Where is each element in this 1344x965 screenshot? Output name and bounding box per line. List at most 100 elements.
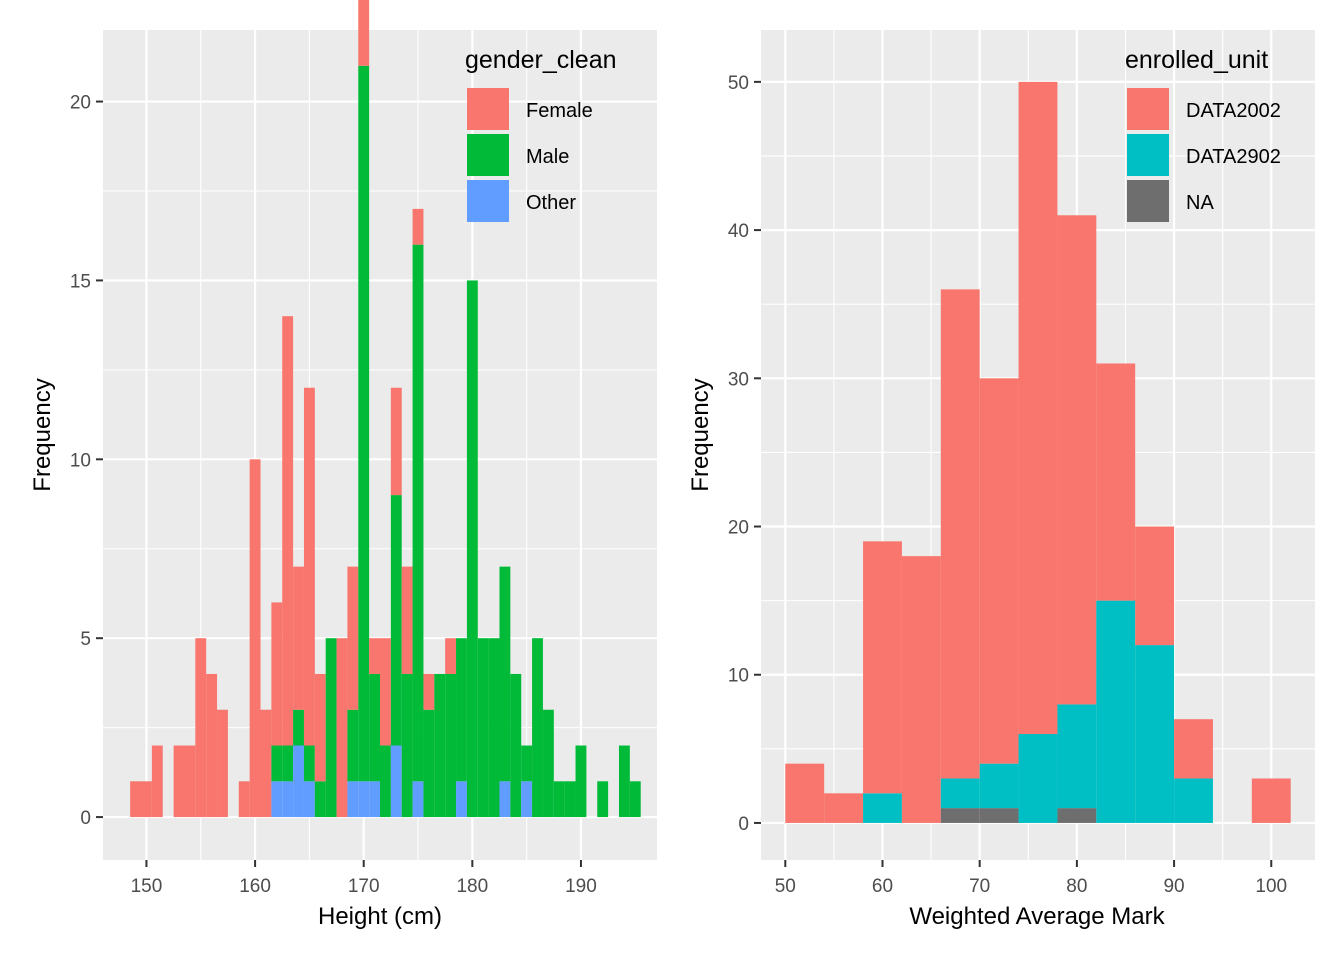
histogram-bar-female — [141, 781, 152, 818]
histogram-bar-data2002 — [785, 763, 825, 823]
y-tick-label: 0 — [738, 814, 749, 835]
histogram-bar-female — [303, 387, 315, 746]
legend: enrolled_unit DATA2002 DATA2902 NA — [1125, 46, 1281, 222]
histogram-bar-data2902 — [1096, 600, 1136, 823]
histogram-bar-male — [423, 709, 435, 818]
y-tick-label: 10 — [728, 666, 749, 687]
histogram-bar-other — [390, 745, 402, 818]
legend-key-male — [467, 134, 509, 176]
histogram-bar-male — [532, 638, 543, 818]
histogram-bar-data2902 — [1174, 778, 1213, 823]
histogram-bar-data2902 — [1018, 734, 1058, 823]
histogram-bar-male — [629, 781, 641, 818]
histogram-bar-female — [380, 638, 391, 746]
chart-panel-2: 50 60 70 80 90 100 0 10 20 30 40 50 Weighted Average… — [687, 30, 1315, 930]
histogram-bar-male — [445, 673, 457, 818]
histogram-bar-male — [303, 745, 315, 782]
x-tick-label: 170 — [348, 876, 380, 897]
histogram-bar-data2002 — [1251, 778, 1291, 823]
y-tick-label: 0 — [80, 808, 91, 829]
y-tick-label: 20 — [70, 93, 91, 114]
histogram-bar-other — [412, 781, 424, 818]
histogram-bar-na — [940, 808, 980, 823]
histogram-bar-data2002 — [979, 378, 1019, 764]
x-tick-label: 70 — [969, 876, 990, 897]
legend-label: NA — [1186, 192, 1214, 214]
histogram-bar-male — [597, 781, 609, 818]
histogram-bar-female — [314, 673, 326, 782]
x-tick-label: 160 — [239, 876, 271, 897]
histogram-bar-female — [347, 566, 359, 710]
histogram-bar-male — [358, 65, 370, 782]
legend-key-other — [467, 180, 509, 222]
histogram-bar-female — [260, 709, 272, 818]
x-tick-label: 80 — [1066, 876, 1087, 897]
histogram-bar-male — [542, 709, 554, 818]
x-tick-label: 50 — [775, 876, 796, 897]
histogram-bar-other — [282, 781, 294, 818]
histogram-bar-male — [325, 638, 337, 818]
histogram-bar-female — [173, 745, 185, 818]
histogram-bar-data2902 — [1135, 645, 1175, 823]
y-tick-label: 20 — [728, 518, 749, 539]
histogram-bar-data2002 — [940, 289, 980, 779]
x-tick-label: 150 — [131, 876, 163, 897]
histogram-bar-data2902 — [863, 793, 902, 823]
histogram-bar-data2002 — [1018, 81, 1058, 735]
histogram-bar-male — [477, 638, 489, 818]
histogram-bar-female — [206, 673, 218, 818]
histogram-bar-male — [564, 781, 576, 818]
histogram-bar-female — [217, 709, 228, 818]
chart-panel-1: 150 160 170 180 190 0 5 10 15 20 Height (cm) Freque… — [29, 0, 657, 930]
histogram-bar-other — [347, 781, 359, 818]
histogram-bar-female — [369, 638, 380, 674]
histogram-bar-female — [445, 638, 457, 674]
legend-label: DATA2902 — [1186, 146, 1281, 168]
histogram-bar-male — [488, 638, 500, 818]
histogram-bar-data2002 — [1057, 215, 1097, 705]
histogram-bar-data2002 — [1135, 526, 1175, 646]
histogram-bar-male — [314, 781, 326, 818]
histogram-bar-female — [282, 316, 294, 746]
histogram-bar-other — [499, 781, 511, 818]
histogram-bar-na — [1057, 808, 1097, 823]
y-axis-title: Frequency — [687, 378, 714, 491]
histogram-bar-female — [336, 638, 348, 818]
y-tick-label: 10 — [70, 450, 91, 471]
histogram-bar-other — [293, 745, 304, 818]
histogram-bar-data2902 — [940, 778, 980, 809]
x-tick-label: 60 — [872, 876, 893, 897]
legend-label: Male — [526, 146, 569, 168]
histogram-bar-male — [271, 745, 283, 782]
legend-label: DATA2002 — [1186, 100, 1281, 122]
legend-key-data2902 — [1127, 134, 1169, 176]
histogram-bar-female — [184, 745, 196, 818]
histogram-bar-female — [249, 459, 261, 818]
histogram-bar-data2002 — [901, 556, 941, 823]
legend: gender_clean Female Male Other — [465, 46, 617, 222]
histogram-bar-male — [521, 745, 533, 782]
histogram-bar-female — [293, 566, 304, 710]
histogram-bar-data2002 — [1096, 363, 1136, 601]
histogram-bar-female — [401, 566, 413, 674]
histogram-bar-male — [499, 566, 511, 782]
legend-label: Female — [526, 100, 593, 122]
y-axis-title: Frequency — [29, 378, 56, 491]
histogram-bar-female — [412, 208, 424, 245]
histogram-bar-female — [271, 602, 283, 746]
legend-title: enrolled_unit — [1125, 46, 1268, 74]
histogram-bar-female — [423, 673, 435, 710]
x-tick-label: 190 — [565, 876, 597, 897]
histogram-bar-other — [358, 781, 370, 818]
histogram-bar-other — [369, 781, 380, 818]
histogram-bar-female — [390, 387, 402, 496]
histogram-bar-female — [151, 745, 163, 818]
histogram-bar-male — [293, 709, 304, 746]
histogram-bar-male — [434, 673, 446, 818]
histogram-bar-male — [369, 673, 380, 782]
legend-key-na — [1127, 180, 1169, 222]
y-tick-label: 30 — [728, 369, 749, 390]
legend-title: gender_clean — [465, 46, 617, 74]
histogram-bar-female — [130, 781, 142, 818]
